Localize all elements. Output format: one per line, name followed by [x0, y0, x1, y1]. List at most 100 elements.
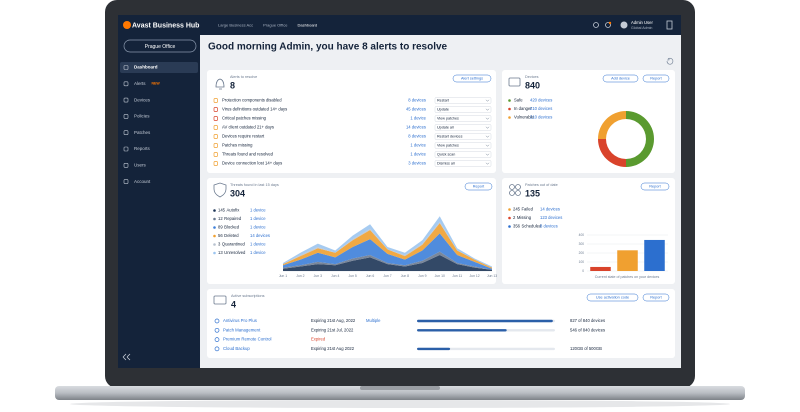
legend-devices[interactable]: 14 devices	[540, 207, 560, 212]
nav-item[interactable]: Devices	[134, 97, 151, 102]
nav-item[interactable]: Dashboard	[134, 65, 158, 70]
legend-devices[interactable]: 14 devices	[250, 233, 270, 238]
nav-icon	[123, 130, 129, 135]
legend-dot	[508, 99, 511, 102]
button[interactable]	[640, 182, 670, 191]
action-select[interactable]	[434, 133, 492, 140]
nav-item[interactable]: Users	[134, 162, 147, 167]
product-name[interactable]: Cloud Backup	[223, 346, 250, 351]
button[interactable]	[602, 74, 639, 83]
refresh-icon[interactable]	[666, 58, 674, 65]
legend-count: 356	[513, 224, 521, 229]
alert-devices[interactable]: 3 devices	[408, 161, 426, 166]
card-label: Patches out of date	[525, 183, 558, 187]
product-name[interactable]: Premium Remote Control	[223, 337, 272, 342]
tag[interactable]: Multiple	[366, 318, 381, 323]
alert-devices[interactable]: 1 device	[410, 152, 426, 157]
legend-value[interactable]: 210 devices	[530, 115, 552, 120]
button-label[interactable]: Report	[650, 296, 662, 300]
laptop-notch	[360, 386, 440, 390]
legend-name: Repaired	[224, 216, 242, 221]
button-label[interactable]: Alert settings	[461, 77, 483, 81]
alert-devices[interactable]: 14 devices	[406, 125, 426, 130]
legend-devices[interactable]: 1 device	[250, 225, 266, 230]
breadcrumb[interactable]: Prague Office	[263, 23, 288, 28]
legend-count: 56	[218, 233, 223, 238]
alert-devices[interactable]: 45 devices	[406, 107, 426, 112]
notifications-icon[interactable]	[605, 22, 611, 28]
y-tick-label: 100	[579, 260, 585, 264]
help-icon[interactable]	[666, 20, 673, 30]
action-select[interactable]	[434, 151, 492, 158]
nav-icon	[123, 163, 129, 168]
legend-devices[interactable]: 1 device	[250, 242, 266, 247]
card-count: 135	[525, 188, 540, 198]
nav-item[interactable]: Patches	[134, 130, 151, 135]
alert-devices[interactable]: 1 device	[410, 143, 426, 148]
breadcrumb[interactable]: Large Business Acc	[218, 23, 253, 28]
user-role: Global Admin	[631, 26, 652, 30]
nav-badge: NEW	[152, 82, 161, 86]
location[interactable]: Prague Office	[145, 44, 176, 50]
alert-icon	[213, 143, 218, 148]
card-icon	[213, 295, 227, 305]
button[interactable]	[452, 74, 492, 83]
alert-icon	[213, 152, 218, 157]
legend-devices[interactable]: 123 devices	[540, 215, 562, 220]
legend-name: Scheduled	[522, 224, 542, 229]
card-count: 304	[230, 188, 245, 198]
product-name[interactable]: Antivirus Pro Plus	[223, 318, 257, 323]
button[interactable]	[464, 182, 493, 191]
legend-devices[interactable]: 1 device	[250, 250, 266, 255]
usage-bar	[417, 347, 451, 351]
legend-count: 89	[218, 225, 223, 230]
legend-value[interactable]: 420 devices	[530, 98, 552, 103]
alert-devices[interactable]: 8 devices	[408, 98, 426, 103]
action-label: Dismiss all	[437, 161, 455, 165]
button[interactable]	[642, 293, 670, 302]
action-select[interactable]	[434, 115, 492, 122]
action-select[interactable]	[434, 97, 492, 104]
usage-label: 546 of 840 devices	[570, 327, 605, 332]
nav-item[interactable]: Policies	[134, 114, 150, 119]
legend-devices[interactable]: 1 device	[250, 208, 266, 213]
avatar[interactable]	[620, 21, 628, 29]
breadcrumb[interactable]: Dashboard	[298, 23, 318, 28]
legend-name: Safe	[514, 98, 523, 103]
area	[283, 255, 492, 271]
button-label[interactable]: Use activation code	[596, 296, 629, 300]
alert-text: Critical patches missing	[222, 116, 267, 121]
collapse-icon[interactable]	[122, 353, 131, 361]
nav-item[interactable]: Account	[134, 179, 151, 184]
nav-icon	[123, 114, 129, 119]
action-select[interactable]	[434, 106, 492, 113]
legend-devices[interactable]: 1 device	[250, 216, 266, 221]
button[interactable]	[586, 293, 639, 302]
alert-devices[interactable]: 8 devices	[408, 134, 426, 139]
bar	[617, 250, 638, 271]
select-chevron	[485, 108, 490, 111]
action-select[interactable]	[434, 142, 492, 149]
card-label: Threats found in last 15 days	[230, 183, 279, 187]
alert-text: Patches missing	[222, 143, 253, 148]
location-select[interactable]	[123, 39, 197, 53]
nav-item[interactable]: Alerts	[134, 81, 146, 86]
nav-item[interactable]: Reports	[134, 146, 151, 151]
action-select[interactable]	[434, 160, 492, 167]
legend-count: 13	[218, 250, 223, 255]
button-label[interactable]: Report	[649, 185, 661, 189]
alert-devices[interactable]: 1 device	[410, 116, 426, 121]
legend-devices[interactable]: 8 devices	[540, 224, 558, 229]
settings-icon[interactable]	[593, 22, 599, 28]
alert-icon	[213, 161, 218, 166]
legend-value[interactable]: 210 devices	[530, 106, 552, 111]
button-label[interactable]: Report	[650, 77, 662, 81]
product-name[interactable]: Patch Management	[223, 327, 261, 332]
select-chevron	[485, 99, 490, 102]
y-tick-label: 0	[582, 269, 584, 273]
bar	[644, 239, 665, 271]
button[interactable]	[642, 74, 670, 83]
action-select[interactable]	[434, 124, 492, 131]
button-label[interactable]: Add device	[611, 77, 630, 81]
button-label[interactable]: Report	[473, 185, 485, 189]
